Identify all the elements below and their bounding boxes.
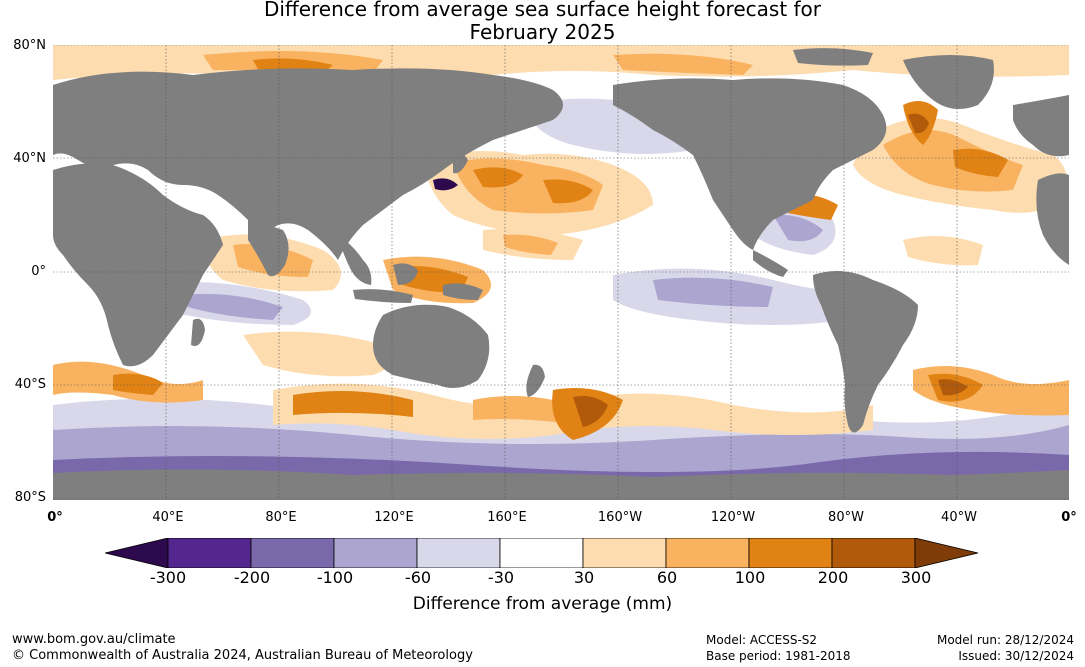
legend-tick-label: 60 bbox=[656, 568, 678, 587]
map-title-line-2: February 2025 bbox=[469, 20, 616, 44]
legend-segment-max bbox=[914, 538, 979, 568]
arctic-islands-landmass bbox=[793, 48, 873, 66]
legend-segment bbox=[831, 538, 916, 568]
base-period: Base period: 1981-2018 bbox=[706, 649, 851, 663]
legend-tick-label: 300 bbox=[900, 568, 932, 587]
legend-segment bbox=[499, 538, 584, 568]
legend-segment-min bbox=[105, 538, 169, 568]
lon-label-120w: 120°W bbox=[710, 510, 756, 525]
antarctica-landmass bbox=[53, 469, 1069, 500]
lon-label-160e: 160°E bbox=[487, 510, 527, 525]
lon-label-120e: 120°E bbox=[374, 510, 414, 525]
greenland-landmass bbox=[903, 55, 994, 109]
lon-label-80e: 80°E bbox=[265, 510, 297, 525]
legend-segment bbox=[167, 538, 252, 568]
website-link[interactable]: www.bom.gov.au/climate bbox=[12, 632, 176, 647]
lat-label-equator: 0° bbox=[31, 264, 46, 279]
legend-tick-label: 200 bbox=[817, 568, 849, 587]
lon-label-160w: 160°W bbox=[597, 510, 643, 525]
sea-surface-height-map bbox=[53, 45, 1069, 500]
central-america-landmass bbox=[753, 250, 788, 277]
model-name: Model: ACCESS-S2 bbox=[706, 633, 818, 647]
lat-label-40s: 40°S bbox=[14, 377, 46, 392]
south-america-landmass bbox=[813, 271, 918, 433]
graticule-lines bbox=[53, 45, 1069, 500]
new-guinea-landmass bbox=[443, 283, 483, 300]
southeast-asia-landmass bbox=[338, 235, 372, 285]
lon-label-40w: 40°W bbox=[941, 510, 977, 525]
lon-label-0-left: 0° bbox=[47, 510, 63, 525]
madagascar-landmass bbox=[191, 318, 205, 346]
legend-segment bbox=[333, 538, 418, 568]
japan-landmass bbox=[453, 153, 468, 174]
north-atlantic-positive-anomaly bbox=[783, 101, 1069, 266]
legend-segment bbox=[582, 538, 667, 568]
lon-label-0-right: 0° bbox=[1061, 510, 1077, 525]
indonesia-landmass bbox=[353, 289, 413, 303]
legend-tick-label: 100 bbox=[734, 568, 766, 587]
africa-landmass bbox=[53, 163, 223, 367]
legend-tick-label: -100 bbox=[316, 568, 354, 587]
legend-segment bbox=[416, 538, 501, 568]
land-masses bbox=[53, 48, 1069, 500]
north-pacific-positive-anomaly bbox=[423, 151, 653, 260]
western-europe-landmass bbox=[1013, 95, 1069, 157]
legend-title: Difference from average (mm) bbox=[412, 594, 673, 614]
india-landmass bbox=[248, 220, 289, 277]
lon-label-80w: 80°W bbox=[828, 510, 864, 525]
color-legend-bar bbox=[105, 538, 979, 568]
issued-date: Issued: 30/12/2024 bbox=[958, 649, 1074, 663]
legend-segment bbox=[250, 538, 335, 568]
legend-tick-label: -300 bbox=[149, 568, 187, 587]
eurasia-landmass bbox=[53, 68, 563, 260]
copyright-text: © Commonwealth of Australia 2024, Austra… bbox=[12, 648, 473, 663]
legend-tick-label: -60 bbox=[404, 568, 432, 587]
west-africa-landmass bbox=[1036, 173, 1069, 265]
legend-tick-label: 30 bbox=[573, 568, 595, 587]
legend-segment bbox=[665, 538, 750, 568]
legend-segment bbox=[748, 538, 833, 568]
lon-label-40e: 40°E bbox=[152, 510, 184, 525]
southern-positive-anomaly-belt bbox=[53, 361, 1069, 440]
borneo-landmass bbox=[393, 263, 418, 285]
north-america-landmass bbox=[613, 78, 887, 250]
lat-label-80n: 80°N bbox=[13, 38, 46, 53]
lat-label-80s: 80°S bbox=[14, 490, 46, 505]
lat-label-40n: 40°N bbox=[13, 151, 46, 166]
legend-tick-label: -30 bbox=[487, 568, 515, 587]
model-run-date: Model run: 28/12/2024 bbox=[936, 633, 1074, 647]
legend-tick-label: -200 bbox=[233, 568, 271, 587]
map-title-line-1: Difference from average sea surface heig… bbox=[263, 0, 822, 21]
australia-landmass bbox=[373, 304, 490, 389]
new-zealand-landmass bbox=[526, 364, 545, 397]
